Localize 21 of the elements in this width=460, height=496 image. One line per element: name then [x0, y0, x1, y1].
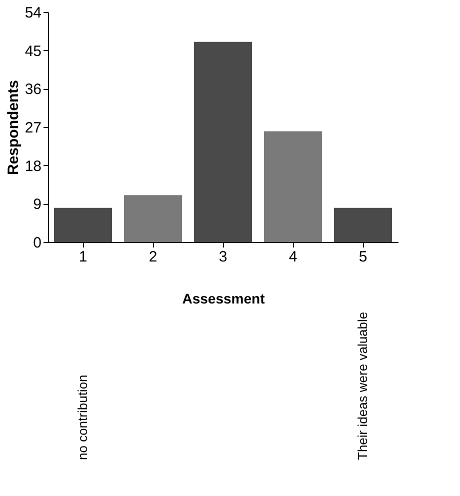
x-axis-title: Assessment [182, 290, 266, 306]
bar [54, 208, 112, 242]
x-tick-label: 2 [148, 248, 158, 266]
y-tick-label: 54 [24, 4, 42, 22]
x-tick-label: 4 [288, 248, 298, 266]
y-tick-label: 18 [24, 158, 42, 175]
y-tick-label: 36 [24, 81, 42, 98]
bar [194, 42, 252, 242]
x-tick-label: 5 [358, 248, 368, 266]
x-tick-label: 1 [78, 248, 88, 266]
text: Their ideas were valuable [355, 312, 370, 460]
y-tick-label: 0 [33, 234, 42, 252]
bar [334, 208, 392, 242]
y-tick-label: 45 [24, 42, 42, 60]
y-tick-label: 27 [24, 120, 42, 136]
bar [264, 131, 322, 242]
y-tick-label: 9 [33, 196, 42, 214]
bar [124, 195, 182, 242]
y-axis-title: Respondents [4, 80, 22, 176]
text: no contribution [75, 374, 90, 460]
x-tick-label: 3 [218, 248, 228, 266]
